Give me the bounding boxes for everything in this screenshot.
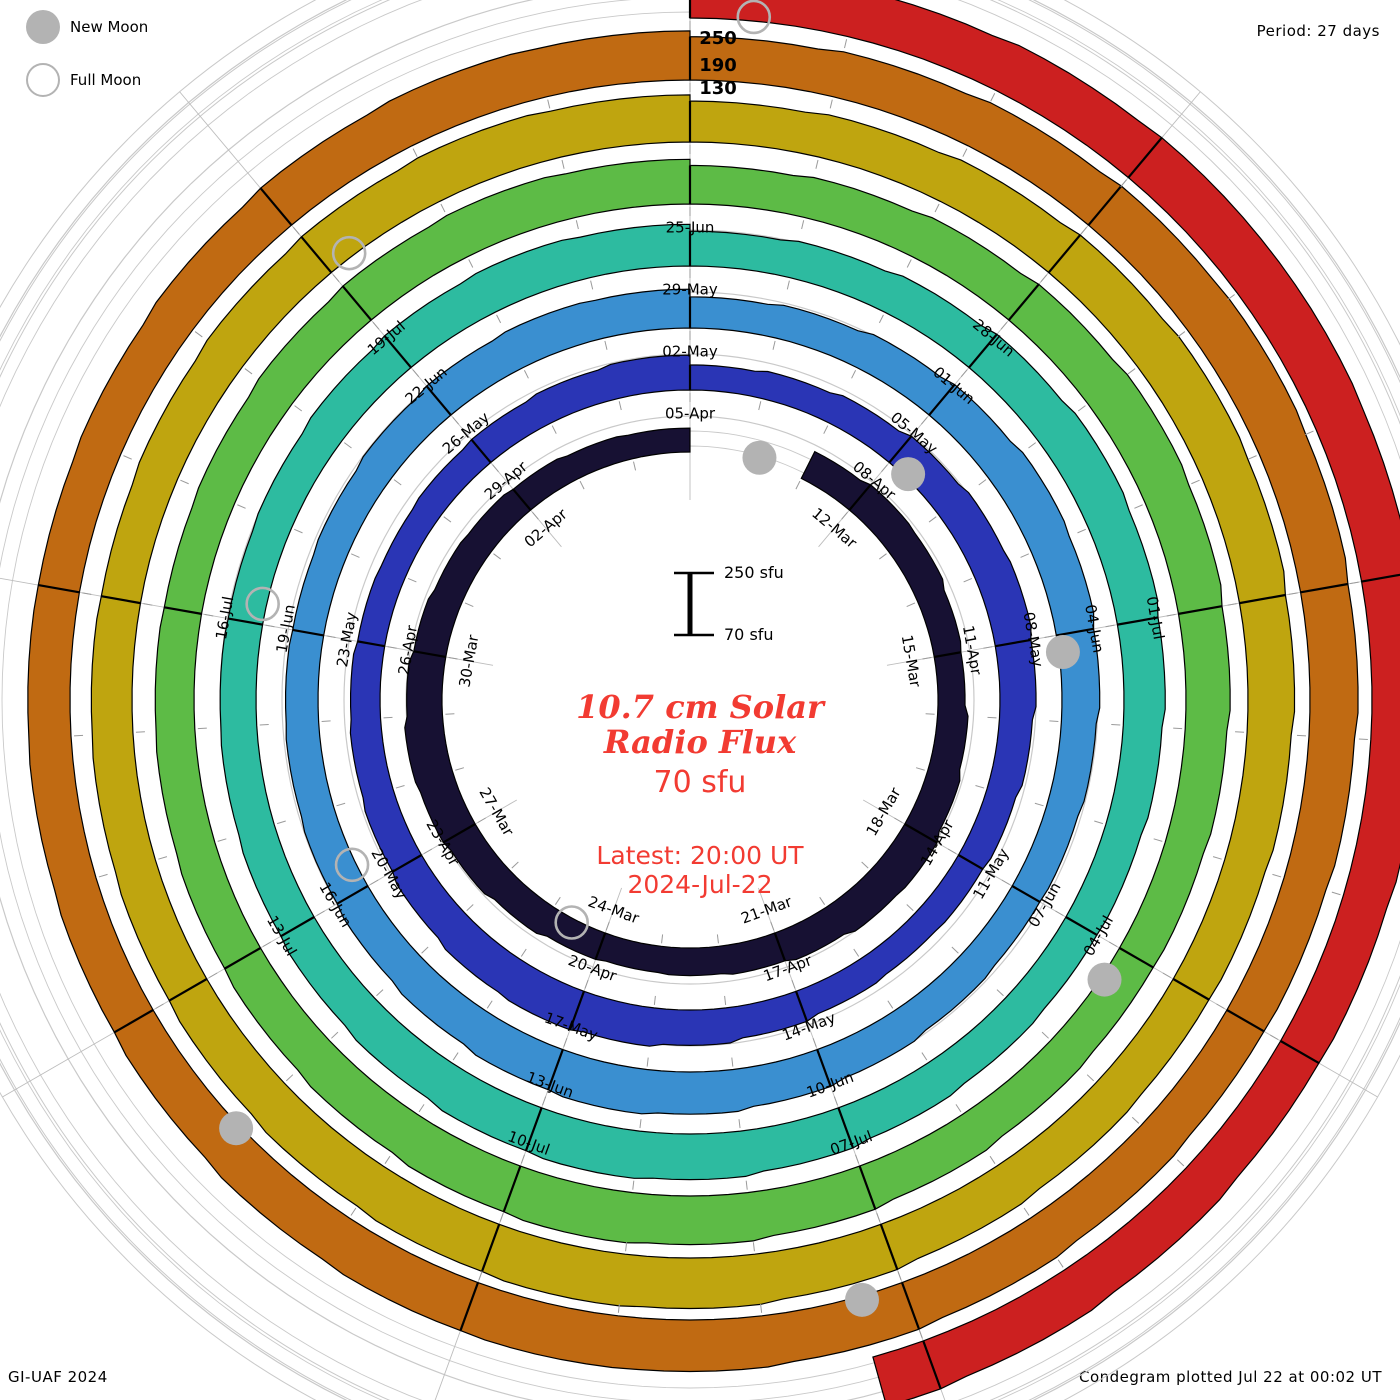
spiral-track-rotation-8 (689, 0, 1400, 1400)
radial-scale-label: 190 (699, 55, 737, 76)
bar-scale-group: 250 sfu 70 sfu (674, 563, 784, 644)
new-moon-marker-icon (844, 1282, 879, 1317)
spiral-date-label: 30-Mar (455, 633, 482, 689)
spiral-track-rotation-6 (90, 94, 1296, 1310)
period-text: Period: 27 days (1256, 22, 1380, 40)
radial-scale-label: 130 (699, 78, 737, 99)
spiral-date-label: 18-Mar (863, 784, 905, 839)
spiral-track-rotation-1 (404, 427, 969, 977)
spiral-date-label: 21-Mar (739, 892, 796, 927)
new-moon-legend-label: New Moon (70, 18, 149, 36)
credit-text: GI-UAF 2024 (8, 1368, 108, 1386)
radial-scale-label: 250 (699, 28, 737, 49)
new-moon-marker-icon (219, 1111, 254, 1146)
spiral-date-label: 29-May (662, 281, 718, 299)
spiral-date-label: 27-Mar (475, 784, 517, 839)
spiral-date-label: 25-Jun (666, 219, 715, 237)
full-moon-marker-icon (736, 0, 772, 35)
spiral-date-label: 05-Apr (665, 405, 716, 423)
full-moon-marker-icon (334, 847, 370, 883)
full-moon-swatch-icon (26, 63, 60, 97)
new-moon-marker-icon (742, 440, 777, 475)
scale-bar-bottom-label: 70 sfu (724, 625, 774, 644)
full-moon-legend-label: Full Moon (70, 71, 142, 89)
full-moon-marker-icon (331, 235, 367, 271)
spiral-date-label: 02-May (662, 343, 718, 361)
tick-mark-group (38, 0, 1400, 1390)
spiral-date-label: 24-Mar (586, 893, 643, 928)
new-moon-marker-icon (891, 457, 926, 492)
plotted-timestamp: Condegram plotted Jul 22 at 00:02 UT (1078, 1368, 1382, 1386)
spiral-date-label: 15-Mar (898, 633, 925, 689)
moon-marker-group (219, 0, 1122, 1317)
full-moon-marker-icon (554, 905, 589, 940)
new-moon-swatch-icon (26, 10, 60, 44)
spiral-track-rotation-2 (349, 354, 1037, 1047)
new-moon-marker-icon (1045, 635, 1080, 670)
new-moon-marker-icon (1087, 962, 1122, 997)
data-track-group (27, 0, 1400, 1400)
scale-bar-top-label: 250 sfu (724, 563, 784, 582)
full-moon-marker-icon (245, 586, 280, 622)
